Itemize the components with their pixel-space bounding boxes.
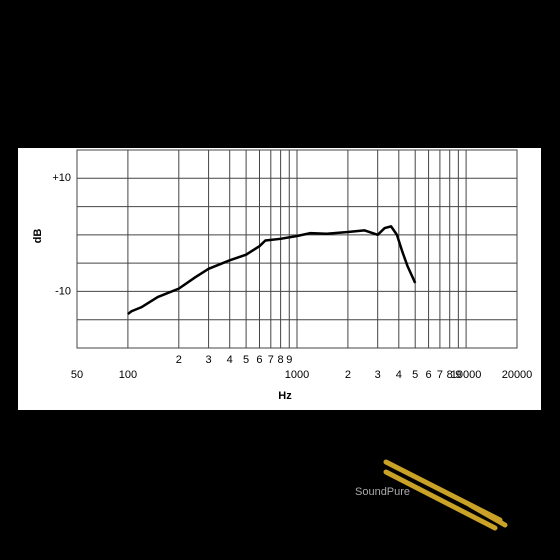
x-tick-label: 10000 (451, 369, 482, 381)
x-tick-label: 5 (412, 369, 418, 381)
x-tick-label: 9 (455, 369, 461, 381)
x-tick-label: 2 (176, 354, 182, 366)
x-tick-label: 3 (375, 369, 381, 381)
x-tick-label: 6 (256, 354, 262, 366)
x-tick-label: 8 (278, 354, 284, 366)
x-tick-label: 20000 (502, 369, 533, 381)
x-tick-label: 2 (345, 369, 351, 381)
x-tick-label: 5 (243, 354, 249, 366)
x-tick-label: 50 (71, 369, 83, 381)
plot-frame (76, 149, 518, 349)
logo: SoundPure (355, 459, 508, 531)
x-tick-label: 9 (286, 354, 292, 366)
logo-fork (383, 459, 508, 531)
y-tick-label: -10 (55, 285, 71, 297)
y-tick-label: +10 (52, 172, 71, 184)
x-tick-label: 1000 (285, 369, 309, 381)
response-curve (127, 225, 417, 316)
x-tick-label: 7 (437, 369, 443, 381)
x-tick-label: 7 (268, 354, 274, 366)
x-tick-label: 4 (227, 354, 233, 366)
x-tick-label: 3 (206, 354, 212, 366)
x-tick-label: 6 (426, 369, 432, 381)
chart-panel (18, 148, 541, 410)
x-axis-label: Hz (278, 390, 292, 402)
x-tick-label: 100 (119, 369, 137, 381)
x-tick-label: 8 (447, 369, 453, 381)
logo-text: SoundPure (355, 486, 410, 498)
x-tick-label: 4 (396, 369, 402, 381)
y-axis-label: dB (32, 229, 44, 244)
